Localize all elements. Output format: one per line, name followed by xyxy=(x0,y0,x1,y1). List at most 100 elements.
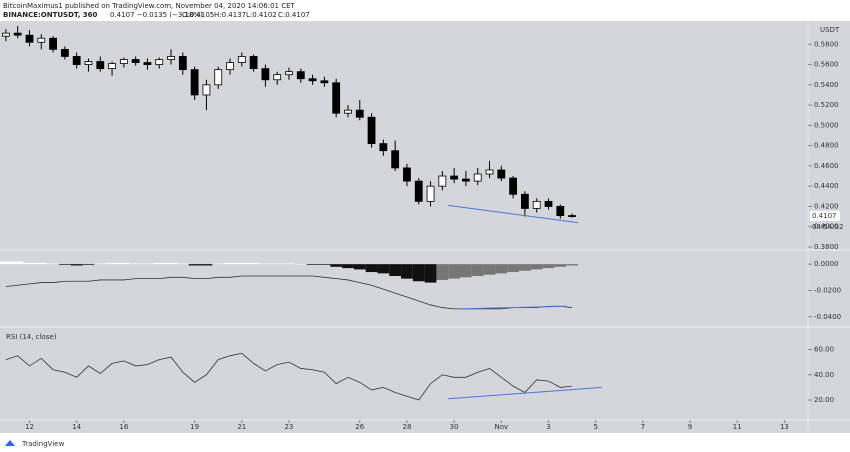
candle-body xyxy=(96,61,105,70)
x-tick-label: 19 xyxy=(190,423,199,431)
x-tick-label: 7 xyxy=(641,423,645,431)
y-tick-label: 0.4200 xyxy=(814,202,839,210)
header: BitcoinMaximus1 published on TradingView… xyxy=(3,2,296,10)
candle-body xyxy=(143,62,152,65)
candle-body xyxy=(119,59,128,64)
candle-body xyxy=(214,69,223,86)
macd-bar xyxy=(23,262,36,265)
x-tick-label: 13 xyxy=(780,423,789,431)
candle-body xyxy=(37,37,46,43)
x-tick-label: 5 xyxy=(593,423,597,431)
candle-body xyxy=(497,169,506,179)
candle-body xyxy=(521,193,529,209)
candle-body xyxy=(450,175,459,180)
y-tick-label: 0.5400 xyxy=(814,81,839,89)
candle-body xyxy=(108,63,116,70)
macd-bar xyxy=(318,264,331,265)
x-tick-label: 23 xyxy=(285,423,294,431)
candle-body xyxy=(131,59,140,63)
macd-bar xyxy=(566,264,578,266)
candle-body xyxy=(13,32,22,36)
macd-bar xyxy=(542,264,555,269)
candle-body xyxy=(155,59,164,65)
macd-bar xyxy=(11,261,24,265)
rsi-line xyxy=(5,352,573,401)
header-bg xyxy=(0,0,850,21)
x-tick-label: 14 xyxy=(72,423,81,431)
y-tick-label: 60.00 xyxy=(814,345,834,353)
macd-bar xyxy=(412,264,425,282)
macd-bar xyxy=(35,262,48,265)
candle-body xyxy=(1,32,10,37)
macd-bar xyxy=(283,263,295,265)
macd-bar xyxy=(460,264,472,278)
macd-bar xyxy=(495,264,508,274)
trendline xyxy=(460,305,567,310)
macd-bar xyxy=(70,264,83,266)
x-tick-label: 30 xyxy=(450,423,459,431)
x-tick-label: 26 xyxy=(355,423,364,431)
footer: TradingView xyxy=(21,440,65,448)
candle-body xyxy=(49,37,57,50)
macd-bar xyxy=(519,264,531,271)
macd-bar xyxy=(471,264,484,276)
candle-body xyxy=(509,177,518,195)
candle-body xyxy=(178,56,187,71)
macd-bar xyxy=(424,264,437,283)
trendline xyxy=(448,386,602,400)
y-tick-label: 0.4000 xyxy=(814,223,839,231)
candle-body xyxy=(556,206,565,216)
macd-bar xyxy=(483,264,496,275)
y-tick-label: 0.3800 xyxy=(814,243,839,251)
x-tick-label: 16 xyxy=(119,423,128,431)
candle-body xyxy=(273,74,282,81)
macd-bar xyxy=(330,264,343,267)
macd-bar xyxy=(0,261,12,265)
y-tick-label: 0.4400 xyxy=(814,182,839,190)
candle-body xyxy=(285,71,293,76)
candle-body xyxy=(462,178,470,182)
macd-bar xyxy=(401,264,413,279)
candle-body xyxy=(249,56,258,70)
macd-bar xyxy=(117,262,130,265)
x-tick-label: 9 xyxy=(688,423,692,431)
footer-bg xyxy=(0,433,850,452)
candle-body xyxy=(237,56,246,63)
macd-bar xyxy=(436,264,449,280)
macd-bar xyxy=(165,262,177,265)
currency: USDT xyxy=(820,26,840,34)
candle-body xyxy=(544,200,553,207)
candle-body xyxy=(568,215,576,217)
candle-body xyxy=(167,56,175,60)
y-tick-label: 0.5000 xyxy=(814,121,839,129)
candle-body xyxy=(320,80,329,84)
macd-bar xyxy=(188,264,201,266)
macd-bar xyxy=(507,264,520,273)
symbol: BINANCE:ONTUSDT, 360 xyxy=(3,11,98,19)
macd-bar xyxy=(106,262,118,265)
macd-bar xyxy=(306,264,319,265)
candle-body xyxy=(426,185,435,202)
candle-body xyxy=(60,48,69,57)
macd-bar xyxy=(448,264,461,279)
macd-bar xyxy=(153,262,166,265)
y-tick-label: 0.4600 xyxy=(814,162,839,170)
countdown: 04:54:02 xyxy=(812,223,843,231)
ohlc: L:0.4102 xyxy=(246,11,277,19)
candle-body xyxy=(438,175,447,187)
y-tick-label: 0.4800 xyxy=(814,142,839,150)
macd-bar xyxy=(141,263,154,265)
macd-bar xyxy=(365,264,378,273)
macd-bar xyxy=(176,263,189,265)
candle-body xyxy=(344,109,352,114)
candle-body xyxy=(485,169,494,175)
macd-bar xyxy=(271,263,284,265)
y-tick-label: 20.00 xyxy=(814,396,834,404)
candle-body xyxy=(202,84,211,96)
logo xyxy=(5,440,15,446)
ohlc: O:0.4105 xyxy=(182,11,214,19)
candle-body xyxy=(367,116,376,145)
macd-bar xyxy=(554,264,567,267)
